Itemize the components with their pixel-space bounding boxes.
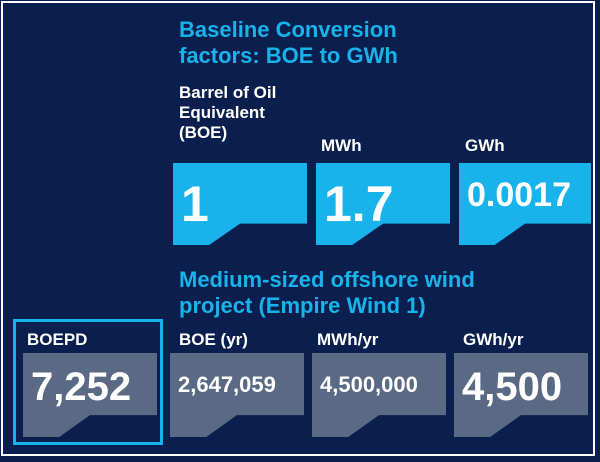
mwh-yr-value: 4,500,000: [320, 372, 418, 397]
project-heading-line1: Medium-sized offshore wind: [179, 267, 475, 292]
boe-yr-value-tile: 2,647,059: [170, 353, 304, 437]
mwh-unit-label-line1: MWh: [321, 136, 362, 155]
boe-unit-label-line3: (BOE): [179, 123, 228, 142]
gwh-yr-value-tile: 4,500: [454, 353, 588, 437]
boepd-label: BOEPD: [27, 330, 88, 349]
gwh-yr-value: 4,500: [462, 365, 563, 409]
boepd-highlight-box: [13, 319, 163, 445]
project-heading: Medium-sized offshore wind project (Empi…: [179, 267, 475, 319]
gwh-unit-label-line1: GWh: [465, 136, 505, 155]
gwh-value-tile: 0.0017: [459, 163, 591, 245]
project-heading-line2: project (Empire Wind 1): [179, 293, 426, 318]
gwh-value: 0.0017: [467, 176, 571, 214]
mwh-unit-label: MWh: [321, 136, 362, 156]
mwh-value-tile: 1.7: [316, 163, 450, 245]
boe-yr-value: 2,647,059: [178, 372, 276, 397]
boe-unit-label-line2: Equivalent: [179, 103, 265, 122]
boe-unit-label-line1: Barrel of Oil: [179, 83, 277, 102]
conversion-panel: Baseline Conversion factors: BOE to GWh …: [1, 1, 595, 456]
boe-unit-label: Barrel of Oil Equivalent (BOE): [179, 83, 276, 143]
baseline-heading-line1: Baseline Conversion: [179, 17, 397, 42]
mwh-yr-value-tile: 4,500,000: [312, 353, 446, 437]
boe-value: 1: [181, 176, 209, 232]
gwh-yr-label: GWh/yr: [463, 330, 524, 349]
mwh-value: 1.7: [324, 176, 394, 232]
baseline-heading: Baseline Conversion factors: BOE to GWh: [179, 17, 398, 69]
baseline-heading-line2: factors: BOE to GWh: [179, 43, 398, 68]
boe-value-tile: 1: [173, 163, 307, 245]
boepd-value: 7,252: [31, 365, 132, 409]
gwh-unit-label: GWh: [465, 136, 505, 156]
mwh-yr-label: MWh/yr: [317, 330, 379, 349]
boe-yr-label: BOE (yr): [179, 330, 248, 349]
